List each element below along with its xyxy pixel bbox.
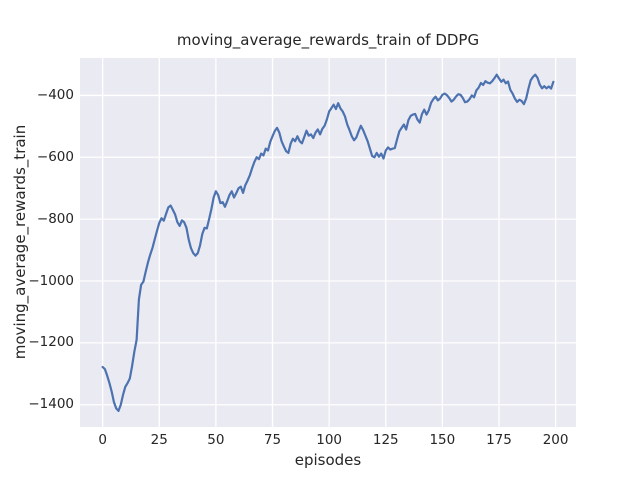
x-tick-label: 125 bbox=[372, 432, 399, 448]
x-tick-label: 200 bbox=[542, 432, 569, 448]
x-tick-label: 150 bbox=[429, 432, 456, 448]
series-line bbox=[101, 73, 555, 413]
x-tick-label: 50 bbox=[207, 432, 225, 448]
x-tick-label: 25 bbox=[150, 432, 168, 448]
y-tick-label: −600 bbox=[36, 148, 74, 165]
x-tick-label: 175 bbox=[486, 432, 512, 448]
chart-title: moving_average_rewards_train of DDPG bbox=[176, 31, 480, 49]
y-tick-label: −800 bbox=[36, 210, 74, 227]
x-tick-label: 100 bbox=[316, 432, 343, 448]
x-axis-label: episodes bbox=[294, 451, 362, 469]
y-tick-label: −1200 bbox=[28, 334, 74, 351]
x-tick-label: 0 bbox=[98, 432, 107, 448]
y-tick-label: −1000 bbox=[28, 272, 74, 289]
x-tick-label: 75 bbox=[263, 432, 282, 448]
y-tick-label: −400 bbox=[36, 86, 74, 103]
y-tick-label: −1400 bbox=[28, 396, 74, 413]
